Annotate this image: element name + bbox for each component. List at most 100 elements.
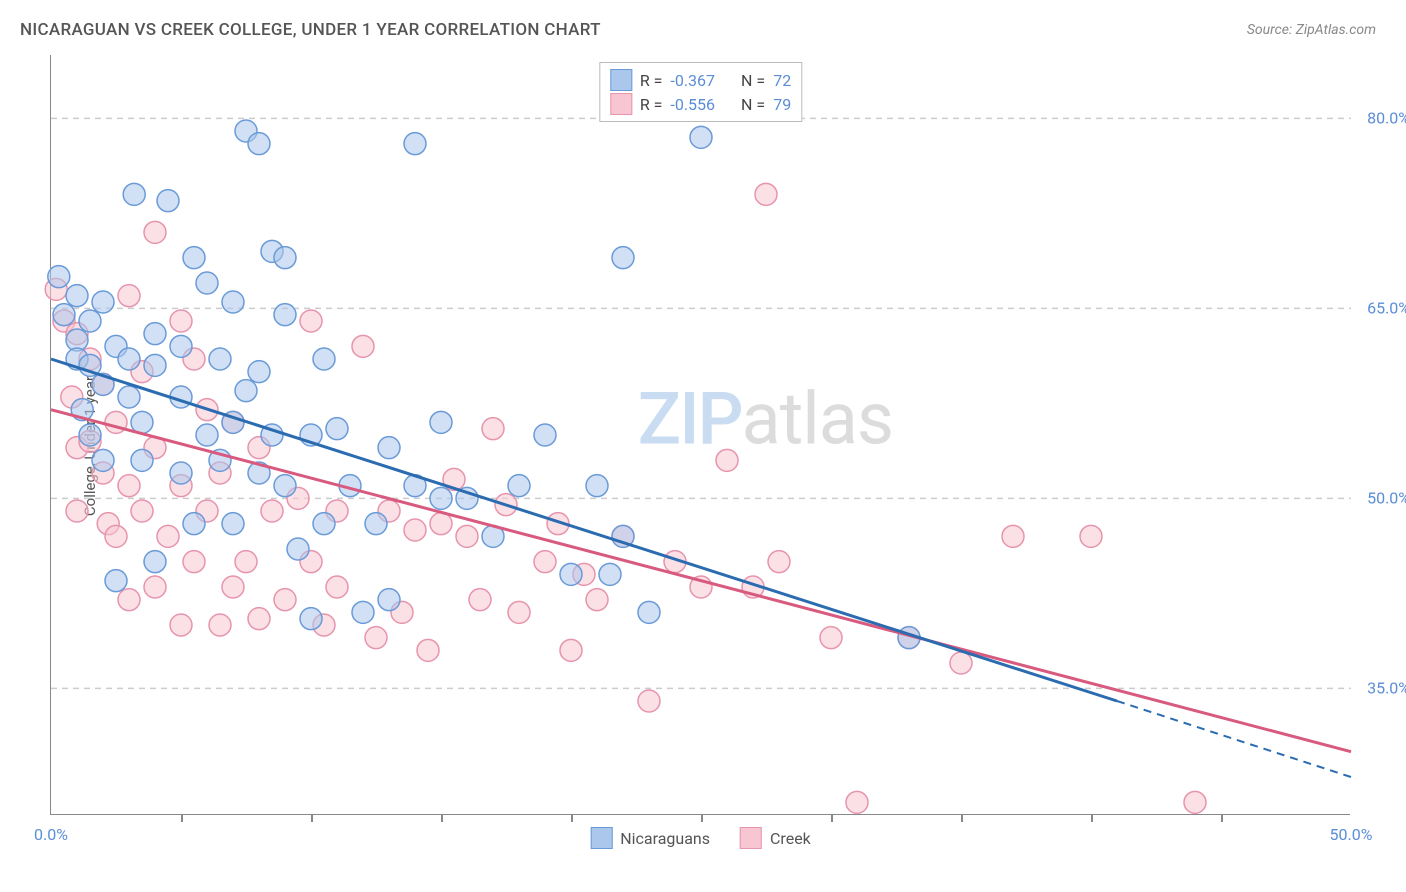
swatch-nicaraguans [610, 69, 632, 91]
scatter-point [768, 551, 790, 573]
scatter-point [66, 500, 88, 522]
n-label: N = [741, 95, 765, 114]
scatter-point [430, 411, 452, 433]
scatter-point [469, 589, 491, 611]
scatter-point [1080, 525, 1102, 547]
y-tick-label: 50.0% [1367, 489, 1406, 508]
chart-title: NICARAGUAN VS CREEK COLLEGE, UNDER 1 YEA… [20, 20, 601, 40]
y-tick-label: 65.0% [1367, 299, 1406, 318]
scatter-point [638, 690, 660, 712]
scatter-point [92, 449, 114, 471]
scatter-point [274, 304, 296, 326]
scatter-point [1002, 525, 1024, 547]
scatter-point [105, 570, 127, 592]
scatter-point [690, 126, 712, 148]
swatch-creek [740, 827, 762, 849]
scatter-point [196, 424, 218, 446]
scatter-point [430, 487, 452, 509]
scatter-point [508, 475, 530, 497]
scatter-point [378, 589, 400, 611]
scatter-point [123, 183, 145, 205]
scatter-point [196, 272, 218, 294]
stats-legend: R = -0.367 N = 72 R = -0.556 N = 79 [599, 62, 802, 122]
regression-line [51, 359, 1117, 701]
swatch-creek [610, 93, 632, 115]
x-tick-label: 50.0% [1330, 825, 1373, 844]
scatter-point [482, 418, 504, 440]
scatter-point [79, 310, 101, 332]
scatter-point [287, 538, 309, 560]
scatter-point [222, 291, 244, 313]
legend-label-nicaraguans: Nicaraguans [620, 829, 710, 848]
scatter-point [560, 639, 582, 661]
scatter-point [430, 513, 452, 535]
x-tick-mark [311, 814, 313, 822]
x-tick-mark [441, 814, 443, 822]
x-tick-mark [1091, 814, 1093, 822]
scatter-point [53, 304, 75, 326]
scatter-point [404, 519, 426, 541]
regression-line [51, 410, 1351, 752]
scatter-point [274, 475, 296, 497]
scatter-point [222, 513, 244, 535]
scatter-point [144, 551, 166, 573]
scatter-point [560, 563, 582, 585]
scatter-point [586, 475, 608, 497]
legend-label-creek: Creek [770, 829, 811, 848]
series-legend: Nicaraguans Creek [590, 827, 811, 849]
scatter-point [846, 791, 868, 813]
scatter-point [820, 627, 842, 649]
scatter-point [144, 323, 166, 345]
scatter-point [950, 652, 972, 674]
scatter-point [352, 335, 374, 357]
x-tick-label: 0.0% [34, 825, 68, 844]
scatter-point [209, 614, 231, 636]
x-tick-mark [701, 814, 703, 822]
scatter-point [456, 525, 478, 547]
scatter-point [235, 551, 257, 573]
scatter-point [417, 639, 439, 661]
n-value-creek: 79 [773, 95, 791, 114]
scatter-point [313, 513, 335, 535]
scatter-point [274, 247, 296, 269]
scatter-point [131, 500, 153, 522]
scatter-point [261, 500, 283, 522]
x-tick-mark [961, 814, 963, 822]
scatter-point [248, 361, 270, 383]
n-value-nicaraguans: 72 [773, 71, 791, 90]
scatter-point [365, 513, 387, 535]
y-tick-label: 35.0% [1367, 679, 1406, 698]
source-label: Source: ZipAtlas.com [1247, 22, 1376, 38]
scatter-point [118, 386, 140, 408]
scatter-point [170, 462, 192, 484]
scatter-point [586, 589, 608, 611]
scatter-point [92, 291, 114, 313]
scatter-point [170, 310, 192, 332]
scatter-point [378, 437, 400, 459]
scatter-point [170, 614, 192, 636]
scatter-point [144, 354, 166, 376]
scatter-point [157, 190, 179, 212]
r-label: R = [640, 71, 663, 90]
scatter-point [508, 601, 530, 623]
scatter-point [183, 513, 205, 535]
scatter-point [365, 627, 387, 649]
scatter-point [404, 133, 426, 155]
scatter-point [313, 348, 335, 370]
scatter-point [209, 348, 231, 370]
scatter-point [274, 589, 296, 611]
x-tick-mark [831, 814, 833, 822]
scatter-point [638, 601, 660, 623]
scatter-point [755, 183, 777, 205]
scatter-point [118, 348, 140, 370]
legend-item-creek: Creek [740, 827, 811, 849]
scatter-point [1184, 791, 1206, 813]
scatter-point [118, 475, 140, 497]
scatter-point [352, 601, 374, 623]
legend-item-nicaraguans: Nicaraguans [590, 827, 710, 849]
scatter-point [105, 525, 127, 547]
x-tick-mark [1221, 814, 1223, 822]
r-label: R = [640, 95, 663, 114]
scatter-point [248, 608, 270, 630]
scatter-point [326, 418, 348, 440]
